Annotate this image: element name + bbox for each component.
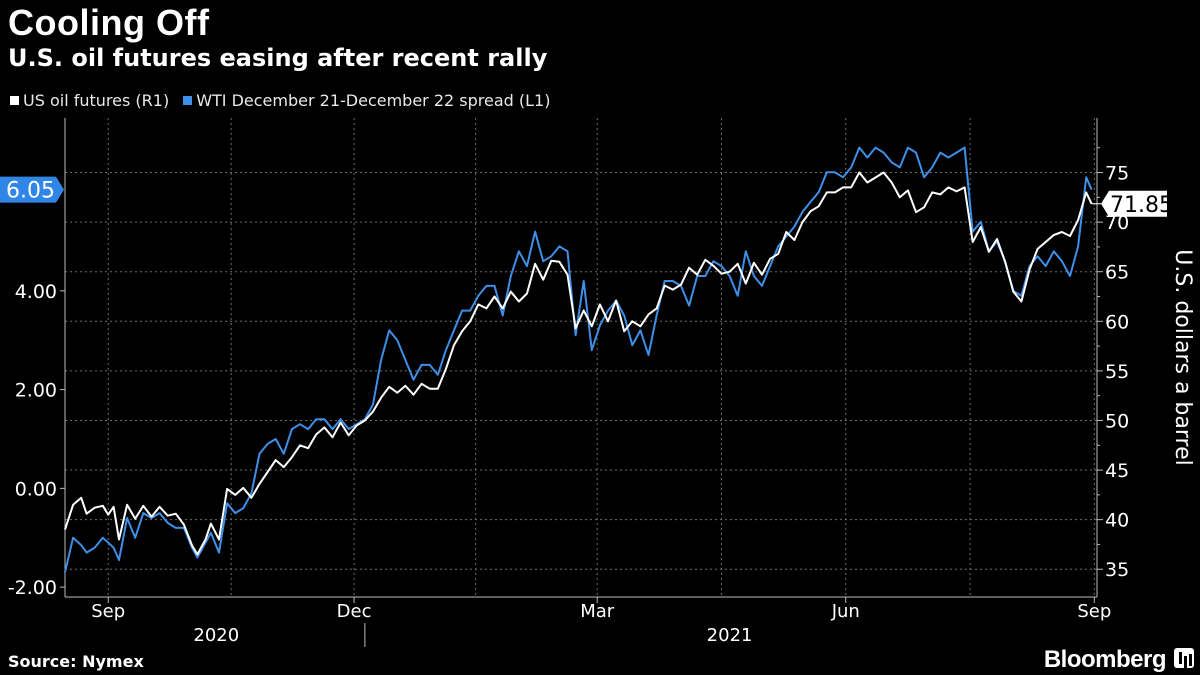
- right-tick-label: 35: [1105, 559, 1129, 581]
- legend-item-oil-futures: US oil futures (R1): [10, 91, 169, 110]
- left-tick-label: 4.00: [15, 281, 57, 303]
- oil-last-value-label: 71.85: [1110, 193, 1173, 218]
- source-note: Source: Nymex: [8, 652, 144, 671]
- chart-title: Cooling Off: [8, 2, 210, 43]
- right-tick-label: 55: [1105, 361, 1129, 383]
- year-label: 2020: [193, 625, 239, 646]
- chart-subtitle: U.S. oil futures easing after recent ral…: [8, 44, 548, 72]
- legend-label-spread: WTI December 21-December 22 spread (L1): [196, 91, 551, 110]
- right-tick-label: 40: [1105, 510, 1129, 532]
- right-tick-label: 65: [1105, 262, 1129, 284]
- right-tick-label: 60: [1105, 311, 1129, 333]
- legend-label-oil-futures: US oil futures (R1): [23, 91, 170, 110]
- oil-last-value-badge: [1101, 190, 1167, 217]
- x-tick-label: Jun: [831, 601, 860, 622]
- left-tick-label: 0.00: [15, 478, 57, 500]
- left-tick-label: -2.00: [8, 577, 57, 599]
- right-tick-label: 45: [1105, 460, 1129, 482]
- legend: US oil futures (R1) WTI December 21-Dece…: [10, 91, 550, 110]
- x-tick-label: Mar: [580, 601, 615, 622]
- legend-swatch-spread: [183, 96, 193, 105]
- right-tick-label: 70: [1105, 212, 1129, 234]
- series-line-spread: [64, 146, 1093, 573]
- x-tick-label: Sep: [91, 601, 125, 622]
- right-tick-label: 75: [1105, 163, 1129, 185]
- year-label: 2021: [707, 625, 753, 646]
- series-line-oil-futures: [64, 171, 1093, 556]
- legend-item-spread: WTI December 21-December 22 spread (L1): [183, 91, 550, 110]
- brand-logo: Bloomberg: [1043, 646, 1167, 673]
- bar-chart-icon: [1174, 648, 1194, 668]
- x-tick-label: Sep: [1077, 601, 1111, 622]
- x-tick-label: Dec: [337, 601, 372, 622]
- left-tick-label: 2.00: [15, 380, 57, 402]
- right-tick-label: 50: [1105, 410, 1129, 432]
- spread-last-value-label: 6.05: [6, 179, 55, 204]
- legend-swatch-oil-futures: [10, 96, 19, 105]
- spread-last-value-badge: [0, 176, 64, 203]
- right-axis-title: U.S. dollars a barrel: [1170, 249, 1195, 465]
